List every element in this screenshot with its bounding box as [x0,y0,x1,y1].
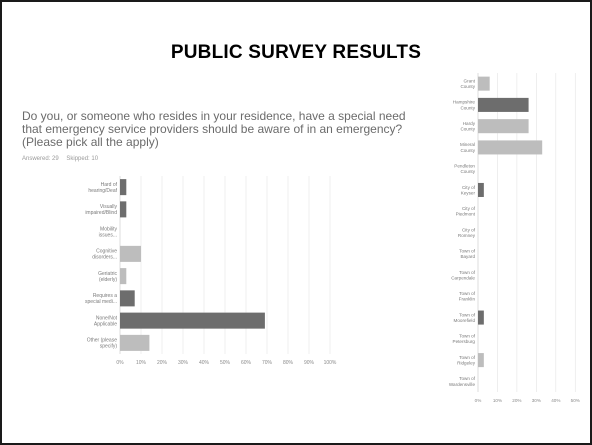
x-tick-label: 90% [304,360,315,366]
category-label: County [460,127,475,132]
x-tick-label: 20% [157,360,168,366]
category-label: Wardensville [449,382,476,387]
x-tick-label: 70% [262,360,273,366]
x-tick-label: 50% [571,398,580,403]
bar [478,119,529,134]
category-label: Pendleton [454,164,475,169]
response-counts: Answered: 29 Skipped: 10 [22,156,104,162]
bar [120,179,127,196]
category-label: Town of [459,312,476,317]
category-label: Petersburg [453,339,476,344]
answered-count: Answered: 29 [22,156,59,162]
category-label: Piedmont [456,212,476,217]
category-label: (elderly) [99,277,117,283]
category-label: disorders... [92,255,117,261]
x-tick-label: 0% [475,398,482,403]
category-label: Hard of [101,182,118,188]
category-label: County [460,169,475,174]
x-tick-label: 10% [136,360,147,366]
category-label: issues... [99,232,117,238]
category-label: Town of [459,249,476,254]
x-tick-label: 50% [220,360,231,366]
category-label: Town of [459,270,476,275]
category-label: Grant [464,78,476,83]
bar [478,97,529,112]
bar [120,245,141,262]
bar [120,290,135,307]
category-label: Hampshire [453,100,476,105]
bar [478,140,543,155]
category-label: special medi... [85,299,117,305]
category-label: Cognitive [96,249,117,255]
x-tick-label: 30% [178,360,189,366]
category-label: Town of [459,334,476,339]
category-label: County [460,84,475,89]
skipped-count: Skipped: 10 [66,156,99,162]
x-tick-label: 80% [283,360,294,366]
category-label: Geriatric [98,271,117,277]
x-tick-label: 10% [493,398,502,403]
bar [120,334,150,351]
category-label: Bayard [460,254,475,259]
x-tick-label: 60% [241,360,252,366]
x-tick-label: 100% [324,360,337,366]
category-label: Town of [459,355,476,360]
bar [120,268,127,285]
category-label: County [460,148,475,153]
bar [478,310,484,325]
category-label: Town of [459,376,476,381]
survey-question: Do you, or someone who resides in your r… [22,109,406,149]
category-label: Other (please [87,338,118,344]
x-tick-label: 40% [551,398,560,403]
category-label: Town of [459,291,476,296]
bar [478,76,490,91]
bar [478,182,484,197]
category-label: County [460,105,475,110]
category-label: Hardy [463,121,476,126]
category-label: Visually [100,204,118,210]
category-label: specify) [100,344,118,350]
category-label: Franklin [459,297,476,302]
category-label: City of [462,185,476,190]
slide-title: PUBLIC SURVEY RESULTS [170,42,422,63]
bar [120,201,127,218]
category-label: Mobility [100,226,117,232]
category-label: impaired/Blind [85,210,117,216]
category-label: Ridgeley [457,361,476,366]
category-label: Requires a [93,293,117,299]
x-tick-label: 0% [116,360,124,366]
category-label: Keyser [461,190,476,195]
x-tick-label: 20% [512,398,521,403]
category-label: Romney [458,233,476,238]
category-label: City of [462,206,476,211]
x-tick-label: 40% [199,360,210,366]
category-label: hearing/Deaf [88,188,117,194]
category-label: Mineral [460,142,475,147]
x-tick-label: 30% [532,398,541,403]
category-label: None/Not [96,315,118,321]
category-label: City of [462,227,476,232]
category-label: Applicable [94,321,117,327]
category-label: Moorefield [454,318,476,323]
bar [120,312,265,329]
category-label: Carpendale [451,275,475,280]
bar [478,353,484,368]
